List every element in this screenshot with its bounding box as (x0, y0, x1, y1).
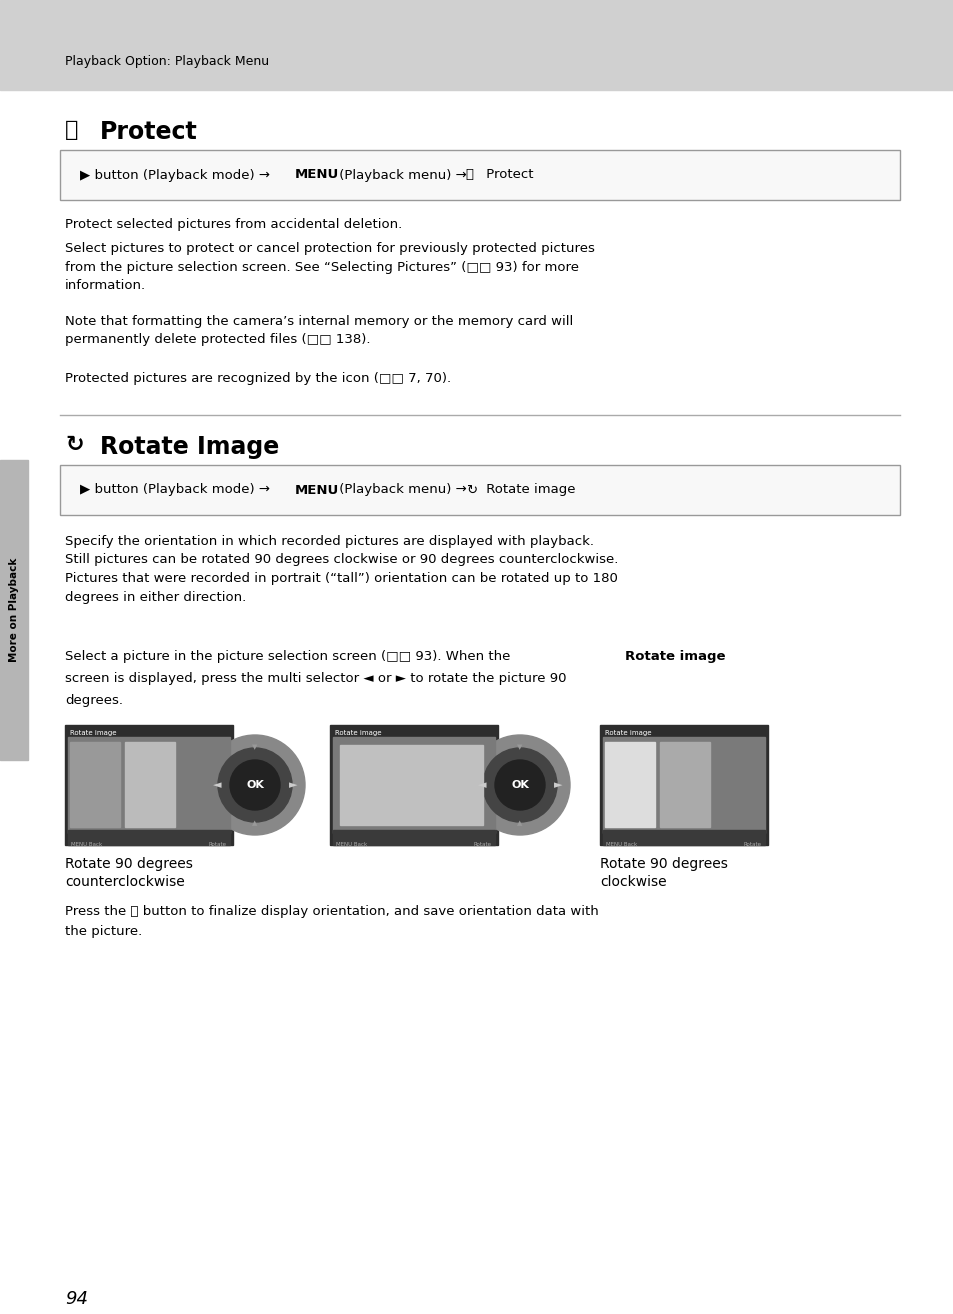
Text: ◄: ◄ (477, 781, 486, 790)
Ellipse shape (205, 735, 305, 834)
Text: MENU: MENU (294, 168, 339, 181)
Text: ⨉: ⨉ (65, 120, 78, 141)
Text: ▲: ▲ (517, 820, 522, 827)
Text: Specify the orientation in which recorded pictures are displayed with playback.
: Specify the orientation in which recorde… (65, 535, 618, 603)
Text: (Playback menu) →: (Playback menu) → (335, 168, 471, 181)
Bar (599, 725, 767, 845)
Bar (60, 465, 899, 515)
Bar (68, 830, 230, 845)
Text: Note that formatting the camera’s internal memory or the memory card will
perman: Note that formatting the camera’s intern… (65, 315, 573, 347)
Bar (659, 742, 709, 827)
Bar (65, 725, 233, 845)
Text: clockwise: clockwise (599, 875, 666, 890)
Ellipse shape (218, 748, 292, 823)
Text: Rotate image: Rotate image (604, 731, 651, 736)
Text: ►: ► (289, 781, 297, 790)
Bar (60, 150, 899, 200)
Bar (339, 745, 482, 825)
Text: Select pictures to protect or cancel protection for previously protected picture: Select pictures to protect or cancel pro… (65, 242, 595, 292)
Text: Press the Ⓞ button to finalize display orientation, and save orientation data wi: Press the Ⓞ button to finalize display o… (65, 905, 598, 918)
Bar (602, 830, 764, 845)
Text: Playback Option: Playback Menu: Playback Option: Playback Menu (65, 55, 269, 68)
Text: Select a picture in the picture selection screen (□□ 93). When the: Select a picture in the picture selectio… (65, 650, 514, 664)
Text: ▶ button (Playback mode) →: ▶ button (Playback mode) → (80, 484, 274, 497)
Text: screen is displayed, press the multi selector ◄ or ► to rotate the picture 90: screen is displayed, press the multi sel… (65, 671, 566, 685)
Bar (0, 0, 953, 89)
Bar (70, 742, 120, 827)
Bar (330, 725, 497, 845)
Text: counterclockwise: counterclockwise (65, 875, 185, 890)
Text: ▶ button (Playback mode) →: ▶ button (Playback mode) → (80, 168, 274, 181)
Text: degrees.: degrees. (65, 694, 123, 707)
Bar (602, 737, 764, 833)
Bar (68, 737, 230, 833)
Text: ◄: ◄ (213, 781, 221, 790)
Text: 94: 94 (65, 1290, 88, 1307)
Text: Rotate image: Rotate image (481, 484, 575, 497)
Text: More on Playback: More on Playback (9, 558, 19, 662)
Ellipse shape (470, 735, 569, 834)
Text: OK: OK (511, 781, 528, 790)
Text: ►: ► (553, 781, 561, 790)
Text: ↻: ↻ (65, 435, 84, 455)
Text: Rotate image: Rotate image (335, 731, 381, 736)
Text: Rotate Image: Rotate Image (100, 435, 279, 459)
Text: MENU Back: MENU Back (71, 842, 102, 848)
Text: Protect: Protect (100, 120, 197, 145)
Bar (333, 737, 495, 833)
Text: MENU: MENU (294, 484, 339, 497)
Text: ⪩: ⪩ (464, 168, 473, 181)
Text: MENU Back: MENU Back (605, 842, 637, 848)
Text: Rotate 90 degrees: Rotate 90 degrees (599, 857, 727, 871)
Text: Rotate 90 degrees: Rotate 90 degrees (65, 857, 193, 871)
Text: Protected pictures are recognized by the icon (□□ 7, 70).: Protected pictures are recognized by the… (65, 372, 451, 385)
Ellipse shape (495, 759, 544, 809)
Text: ▼: ▼ (517, 744, 522, 750)
Ellipse shape (482, 748, 557, 823)
Text: Protect: Protect (481, 168, 533, 181)
Text: OK: OK (246, 781, 264, 790)
Text: ↻: ↻ (465, 484, 476, 497)
Text: Rotate image: Rotate image (624, 650, 724, 664)
Ellipse shape (230, 759, 280, 809)
Text: ▼: ▼ (252, 744, 257, 750)
Text: Rotate: Rotate (209, 842, 227, 848)
Text: Protect selected pictures from accidental deletion.: Protect selected pictures from accidenta… (65, 218, 402, 231)
Text: Rotate: Rotate (474, 842, 492, 848)
Bar (125, 742, 174, 827)
Text: Rotate: Rotate (743, 842, 761, 848)
Bar (333, 830, 495, 845)
Text: ▲: ▲ (252, 820, 257, 827)
Bar (604, 742, 655, 827)
Text: MENU Back: MENU Back (335, 842, 367, 848)
Text: (Playback menu) →: (Playback menu) → (335, 484, 471, 497)
Bar (0, 460, 28, 759)
Text: Rotate image: Rotate image (70, 731, 116, 736)
Text: the picture.: the picture. (65, 925, 142, 938)
